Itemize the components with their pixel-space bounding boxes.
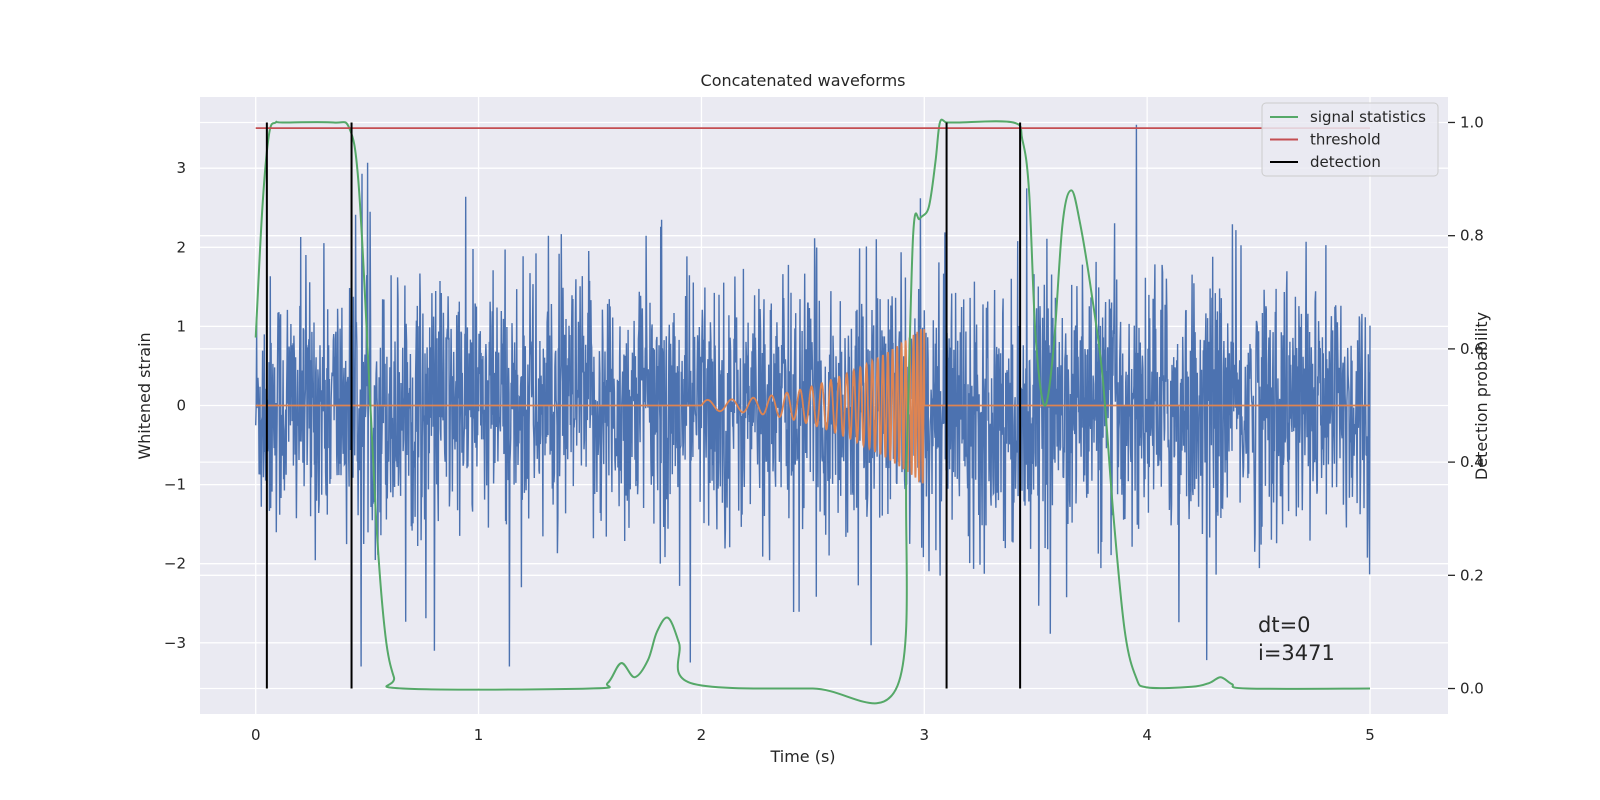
y2-tick-label: 0.0 <box>1460 680 1484 698</box>
y-tick-label: 3 <box>176 159 186 177</box>
x-axis-ticks: 0 1 2 3 4 5 <box>251 726 1375 744</box>
y-tick-label: 0 <box>176 397 186 415</box>
y2-axis-ticks: 0.0 0.2 0.4 0.6 0.8 1.0 <box>1448 113 1484 698</box>
y2-tick-label: 0.6 <box>1460 340 1484 358</box>
legend-box <box>1261 102 1439 177</box>
y-axis-ticks: −3 −2 −1 0 1 2 3 <box>164 159 186 652</box>
y-tick-label: 1 <box>176 317 186 335</box>
y2-tick-label: 0.2 <box>1460 566 1484 584</box>
y-tick-label: −3 <box>164 634 186 652</box>
x-tick-label: 0 <box>251 726 261 744</box>
annotation-block: dt=0 i=3471 <box>1258 613 1335 665</box>
y-tick-label: 2 <box>176 238 186 256</box>
x-tick-label: 4 <box>1142 726 1152 744</box>
annotation-dt: dt=0 <box>1258 613 1311 637</box>
y2-tick-label: 1.0 <box>1460 113 1484 131</box>
legend: signal statistics threshold detection <box>1261 102 1439 177</box>
y-axis-label: Whitened strain <box>135 332 154 459</box>
legend-entry: threshold <box>1310 131 1381 149</box>
y2-tick-label: 0.4 <box>1460 453 1484 471</box>
x-axis-label: Time (s) <box>769 747 835 766</box>
legend-entry: detection <box>1310 153 1381 171</box>
signal-statistics-line <box>254 118 1371 705</box>
annotation-index: i=3471 <box>1258 641 1335 665</box>
y-tick-label: −1 <box>164 476 186 494</box>
chart-title: Concatenated waveforms <box>701 71 906 90</box>
legend-entry: signal statistics <box>1310 108 1426 126</box>
chirp-series-line <box>255 329 1370 484</box>
x-tick-label: 5 <box>1365 726 1375 744</box>
y2-tick-label: 0.8 <box>1460 227 1484 245</box>
plot-area <box>200 97 1448 714</box>
y2-axis-label: Detection probability <box>1472 312 1491 480</box>
x-tick-label: 1 <box>474 726 484 744</box>
x-tick-label: 3 <box>920 726 930 744</box>
y-tick-label: −2 <box>164 555 186 573</box>
x-tick-label: 2 <box>697 726 707 744</box>
